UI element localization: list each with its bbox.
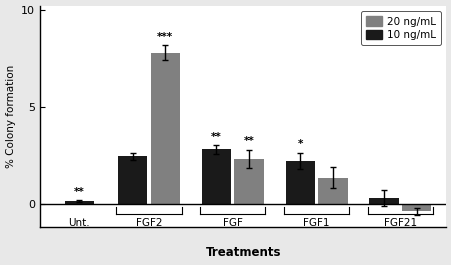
Text: Unt.: Unt. (69, 218, 90, 228)
Text: FGF: FGF (222, 218, 242, 228)
Text: **: ** (211, 132, 221, 142)
Text: FGF1: FGF1 (303, 218, 329, 228)
Legend: 20 ng/mL, 10 ng/mL: 20 ng/mL, 10 ng/mL (360, 11, 440, 45)
Bar (201, 149, 230, 204)
X-axis label: Treatments: Treatments (205, 246, 281, 259)
Text: **: ** (74, 187, 84, 197)
Bar (118, 156, 147, 204)
Text: ***: *** (157, 32, 173, 42)
Y-axis label: % Colony formation: % Colony formation (5, 65, 15, 168)
Bar (234, 159, 263, 204)
Bar (368, 198, 398, 204)
Text: *: * (297, 139, 302, 149)
Text: FGF2: FGF2 (135, 218, 162, 228)
Bar (285, 161, 314, 204)
Bar (64, 201, 94, 204)
Bar (401, 204, 430, 211)
Text: FGF21: FGF21 (383, 218, 416, 228)
Bar (150, 52, 179, 204)
Text: **: ** (243, 136, 254, 146)
Bar (318, 178, 347, 204)
